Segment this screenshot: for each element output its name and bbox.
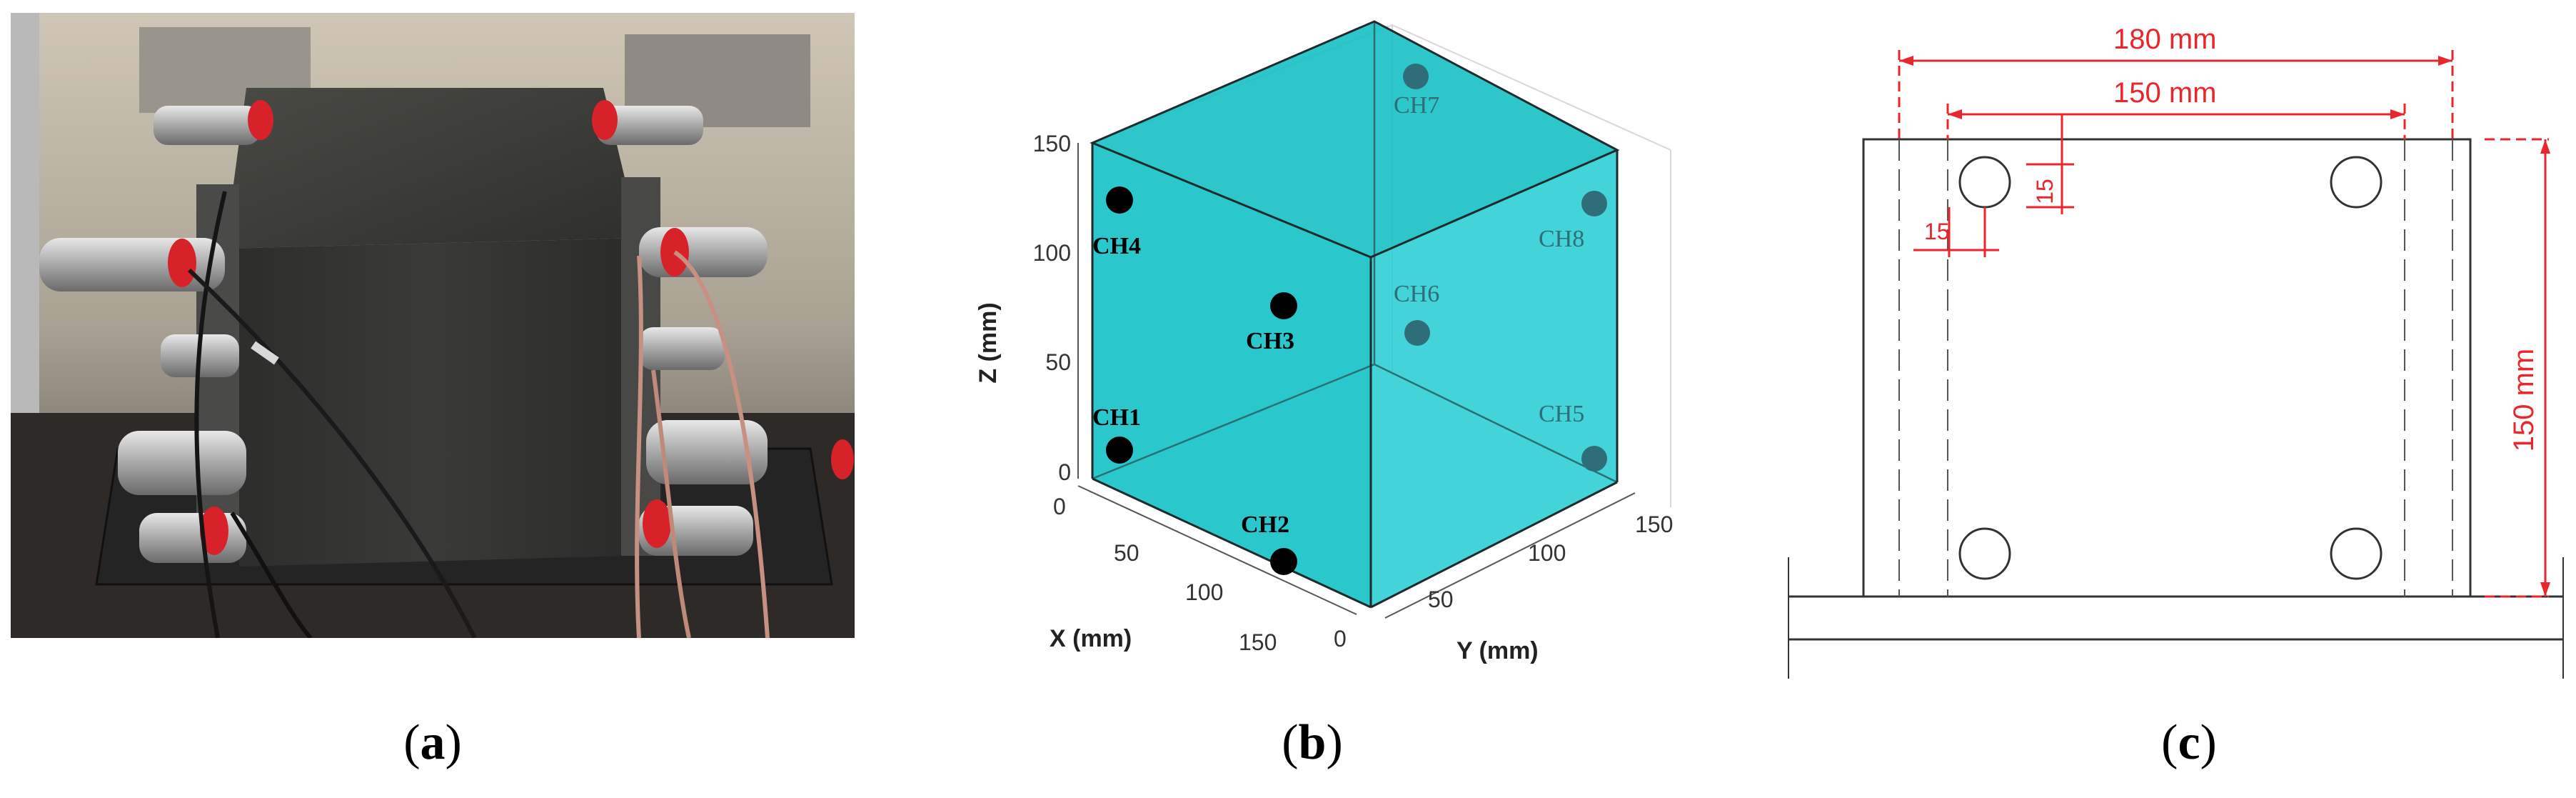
caption-a: (a) [326, 714, 540, 779]
dimension-180mm: 180 mm [2113, 24, 2217, 55]
bolt-hole [2330, 527, 2383, 580]
cube-top-face [1092, 21, 1617, 257]
sensor-marker [1106, 186, 1133, 214]
sensor-marker [1404, 320, 1430, 346]
cable-label-tag [251, 341, 279, 365]
dimension-15-vertical: 15 [2032, 179, 2058, 204]
caption-letter: a [420, 715, 446, 770]
sensor-ch7: CH7 [1394, 64, 1439, 119]
x-tick-0: 0 [1053, 494, 1066, 519]
sensor-marker [1270, 548, 1297, 575]
y-tick-100: 100 [1528, 540, 1566, 566]
sensor-ch2: CH2 [1241, 512, 1297, 575]
specimen-top-face [225, 88, 639, 249]
caption-paren-open: ( [2161, 715, 2178, 770]
sensor-caps [168, 100, 854, 555]
specimen-front-face [225, 238, 639, 567]
sensor-marker [1581, 191, 1607, 216]
bolt-hole [1958, 527, 2011, 580]
rack-frame [11, 13, 39, 413]
sensor-label: CH7 [1394, 92, 1439, 119]
y-tick-150: 150 [1635, 512, 1673, 537]
specimen-outline [1862, 138, 2472, 598]
dimension-150mm-side: 150 mm [2508, 349, 2540, 452]
caption-letter: c [2178, 715, 2200, 770]
sensor-marker [1581, 446, 1607, 472]
y-axis: 0 50 100 150 [1334, 492, 1673, 652]
sensor-ch4: CH4 [1092, 186, 1141, 259]
drawing-outline [1788, 138, 2564, 679]
caption-b: (b) [1205, 714, 1419, 779]
z-tick-150: 150 [1033, 131, 1071, 156]
x-axis: 0 50 100 150 [1053, 485, 1357, 655]
sensor-label: CH5 [1539, 401, 1584, 427]
sensor-label: CH3 [1246, 328, 1294, 354]
bolt-hole [1958, 156, 2011, 209]
z-axis: 150 100 50 0 [1033, 131, 1079, 485]
sensor-label: CH1 [1092, 404, 1141, 431]
caption-c: (c) [2082, 714, 2296, 779]
cables [187, 191, 770, 638]
sensor-label: CH4 [1092, 233, 1141, 259]
z-tick-50: 50 [1045, 349, 1071, 375]
dimension-lines [1898, 50, 2549, 598]
sensor-ch6: CH6 [1394, 281, 1439, 346]
x-tick-50: 50 [1114, 540, 1139, 566]
caption-letter: b [1298, 715, 1327, 770]
bolt-hole [2330, 156, 2383, 209]
x-tick-150: 150 [1239, 629, 1277, 655]
y-tick-50: 50 [1428, 587, 1454, 612]
cube-left-face [1092, 143, 1371, 607]
dimension-arrows [1899, 56, 2550, 597]
x-tick-100: 100 [1185, 579, 1223, 605]
y-axis-label: Y (mm) [1456, 637, 1539, 664]
sensor-ch3: CH3 [1246, 292, 1297, 354]
dimension-drawing: 180 mm 150 mm 150 mm 15 15 [1788, 24, 2564, 679]
specimen-photo [11, 13, 855, 638]
hidden-lines [1898, 139, 2453, 597]
sensor-marker [1403, 64, 1429, 89]
sensor-ch8: CH8 [1539, 191, 1607, 252]
cube-edges [1090, 20, 1620, 609]
caption-paren-close: ) [1326, 715, 1343, 770]
sensor-marker [1106, 437, 1133, 464]
caption-paren-open: ( [403, 715, 421, 770]
z-axis-label: Z (mm) [975, 302, 1002, 383]
dimension-15-horizontal: 15 [1924, 219, 1950, 244]
dimension-150mm-top: 150 mm [2113, 77, 2217, 109]
caption-paren-close: ) [2200, 715, 2217, 770]
cube-hidden-edges [1092, 21, 1618, 484]
y-tick-0: 0 [1334, 626, 1347, 652]
bolt-holes [1958, 156, 2383, 580]
caption-paren-open: ( [1282, 715, 1299, 770]
z-tick-0: 0 [1058, 459, 1071, 485]
sensor-ch1: CH1 [1092, 404, 1141, 464]
sensor-ch5: CH5 [1539, 401, 1607, 472]
sensor-label: CH2 [1241, 512, 1289, 538]
caption-paren-close: ) [445, 715, 462, 770]
cube-right-face [1371, 150, 1617, 607]
sensor-label: CH8 [1539, 226, 1584, 252]
sensor-layout-plot: 150 100 50 0 Z (mm) 0 50 100 150 X (mm) … [975, 20, 1673, 664]
sensor-label: CH6 [1394, 281, 1439, 307]
sensor-marker [1270, 292, 1297, 319]
x-axis-label: X (mm) [1050, 625, 1132, 652]
z-tick-100: 100 [1033, 240, 1071, 266]
